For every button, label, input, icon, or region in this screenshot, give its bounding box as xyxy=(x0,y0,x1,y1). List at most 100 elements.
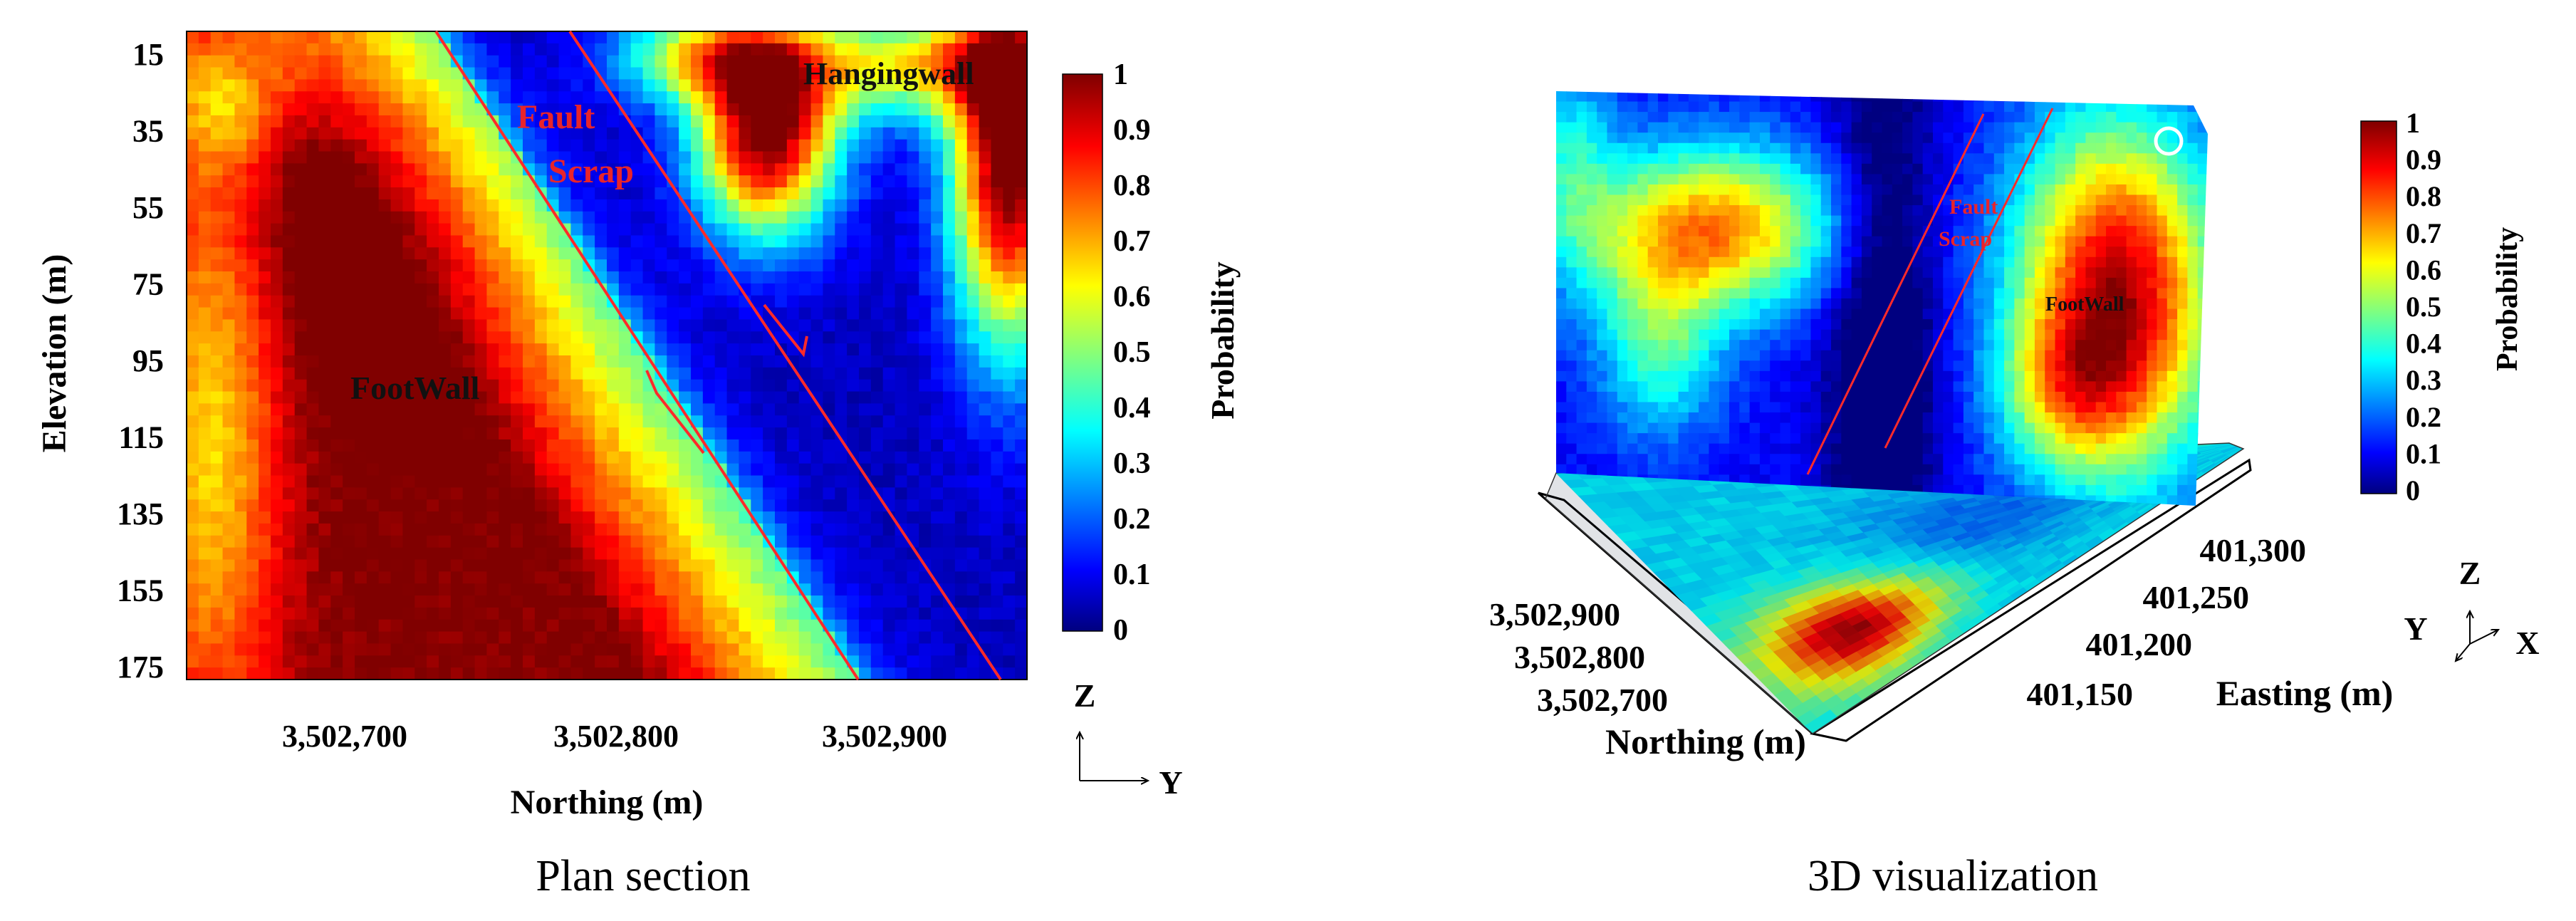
heatmap-cell xyxy=(882,43,896,56)
heatmap-cell xyxy=(534,571,548,584)
heatmap-cell xyxy=(882,283,896,296)
heatmap-cell xyxy=(954,331,968,344)
heatmap-cell xyxy=(870,103,884,116)
heatmap-cell xyxy=(786,139,800,152)
heatmap-cell xyxy=(775,487,788,500)
heatmap-cell xyxy=(823,391,835,405)
heatmap-cell xyxy=(259,223,271,236)
heatmap-cell xyxy=(282,187,296,200)
heatmap-cell xyxy=(726,163,740,176)
heatmap-cell xyxy=(246,607,259,620)
heatmap-cell xyxy=(642,667,656,680)
heatmap-cell xyxy=(330,523,343,536)
heatmap-cell xyxy=(439,223,452,236)
heatmap-cell xyxy=(618,235,632,248)
heatmap-cell xyxy=(667,79,679,92)
heatmap-cell xyxy=(558,127,572,140)
heatmap-cell xyxy=(763,523,776,536)
heatmap-cell xyxy=(198,475,212,488)
heatmap-cell xyxy=(366,211,380,224)
heatmap-cell xyxy=(859,559,872,572)
heatmap-cell xyxy=(523,151,536,164)
heatmap-cell xyxy=(439,355,452,368)
heatmap-cell xyxy=(859,547,872,561)
heatmap-cell xyxy=(607,379,620,392)
heatmap-cell xyxy=(702,295,716,308)
heatmap-cell xyxy=(714,655,728,668)
heatmap-cell xyxy=(246,91,259,104)
heatmap-cell xyxy=(751,259,763,272)
heatmap-cell xyxy=(870,259,884,272)
heatmap-cell xyxy=(1003,511,1016,524)
heatmap-cell xyxy=(859,139,872,152)
heatmap-cell xyxy=(714,55,728,68)
heatmap-cell xyxy=(919,271,932,284)
heatmap-cell xyxy=(642,199,656,212)
heatmap-cell xyxy=(702,283,716,296)
heatmap-cell xyxy=(966,367,980,380)
heatmap-cell xyxy=(618,283,632,296)
heatmap-cell xyxy=(691,499,704,512)
heatmap-cell xyxy=(499,55,511,68)
heatmap-cell xyxy=(234,595,247,608)
heatmap-cell xyxy=(474,655,488,668)
heatmap-cell xyxy=(702,379,716,392)
heatmap-cell xyxy=(259,499,271,512)
heatmap-cell xyxy=(402,211,415,224)
heatmap-cell xyxy=(847,127,860,140)
heatmap-cell xyxy=(907,175,919,188)
heatmap-cell xyxy=(402,439,415,452)
heatmap-cell xyxy=(882,235,896,248)
heatmap-cell xyxy=(450,31,464,44)
heatmap-cell xyxy=(246,223,259,236)
heatmap-cell xyxy=(786,91,800,104)
heatmap-cell xyxy=(907,139,919,152)
heatmap-cell xyxy=(655,187,667,200)
heatmap-cell xyxy=(679,103,692,116)
heatmap-cell xyxy=(655,619,667,633)
heatmap-cell xyxy=(222,79,236,92)
heatmap-cell xyxy=(751,319,763,332)
heatmap-cell xyxy=(474,175,488,188)
heatmap-cell xyxy=(187,583,199,596)
heatmap-cell xyxy=(595,499,608,512)
heatmap-cell xyxy=(835,43,848,56)
heatmap-cell xyxy=(931,535,944,548)
heatmap-cell xyxy=(439,547,452,561)
heatmap-cell xyxy=(390,43,404,56)
heatmap-cell xyxy=(330,559,343,572)
heatmap-cell xyxy=(378,31,392,44)
heatmap-cell xyxy=(907,511,919,524)
heatmap-cell xyxy=(642,43,656,56)
heatmap-cell xyxy=(343,439,355,452)
heatmap-cell xyxy=(751,559,763,572)
heatmap-cell xyxy=(595,187,608,200)
heatmap-cell xyxy=(511,547,523,561)
heatmap-cell xyxy=(462,271,476,284)
heatmap-cell xyxy=(439,403,452,416)
heatmap-cell xyxy=(679,163,692,176)
heatmap-cell xyxy=(390,667,404,680)
heatmap-cell xyxy=(786,487,800,500)
heatmap-cell xyxy=(462,547,476,561)
heatmap-cell xyxy=(810,163,824,176)
heatmap-cell xyxy=(234,427,247,440)
heatmap-cell xyxy=(966,403,980,416)
heatmap-cell xyxy=(1015,583,1027,596)
heatmap-cell xyxy=(882,643,896,656)
heatmap-cell xyxy=(655,439,667,452)
heatmap-cell xyxy=(402,571,415,584)
heatmap-cell xyxy=(486,199,499,212)
heatmap-cell xyxy=(726,79,740,92)
heatmap-cell xyxy=(306,175,320,188)
heatmap-cell xyxy=(642,67,656,80)
heatmap-cell xyxy=(798,127,812,140)
heatmap-cell xyxy=(907,211,919,224)
heatmap-cell xyxy=(751,547,763,561)
heatmap-cell xyxy=(679,43,692,56)
heatmap-cell xyxy=(222,427,236,440)
heatmap-cell xyxy=(726,31,740,44)
heatmap-cell xyxy=(462,235,476,248)
heatmap-cell xyxy=(462,523,476,536)
heatmap-cell xyxy=(882,211,896,224)
